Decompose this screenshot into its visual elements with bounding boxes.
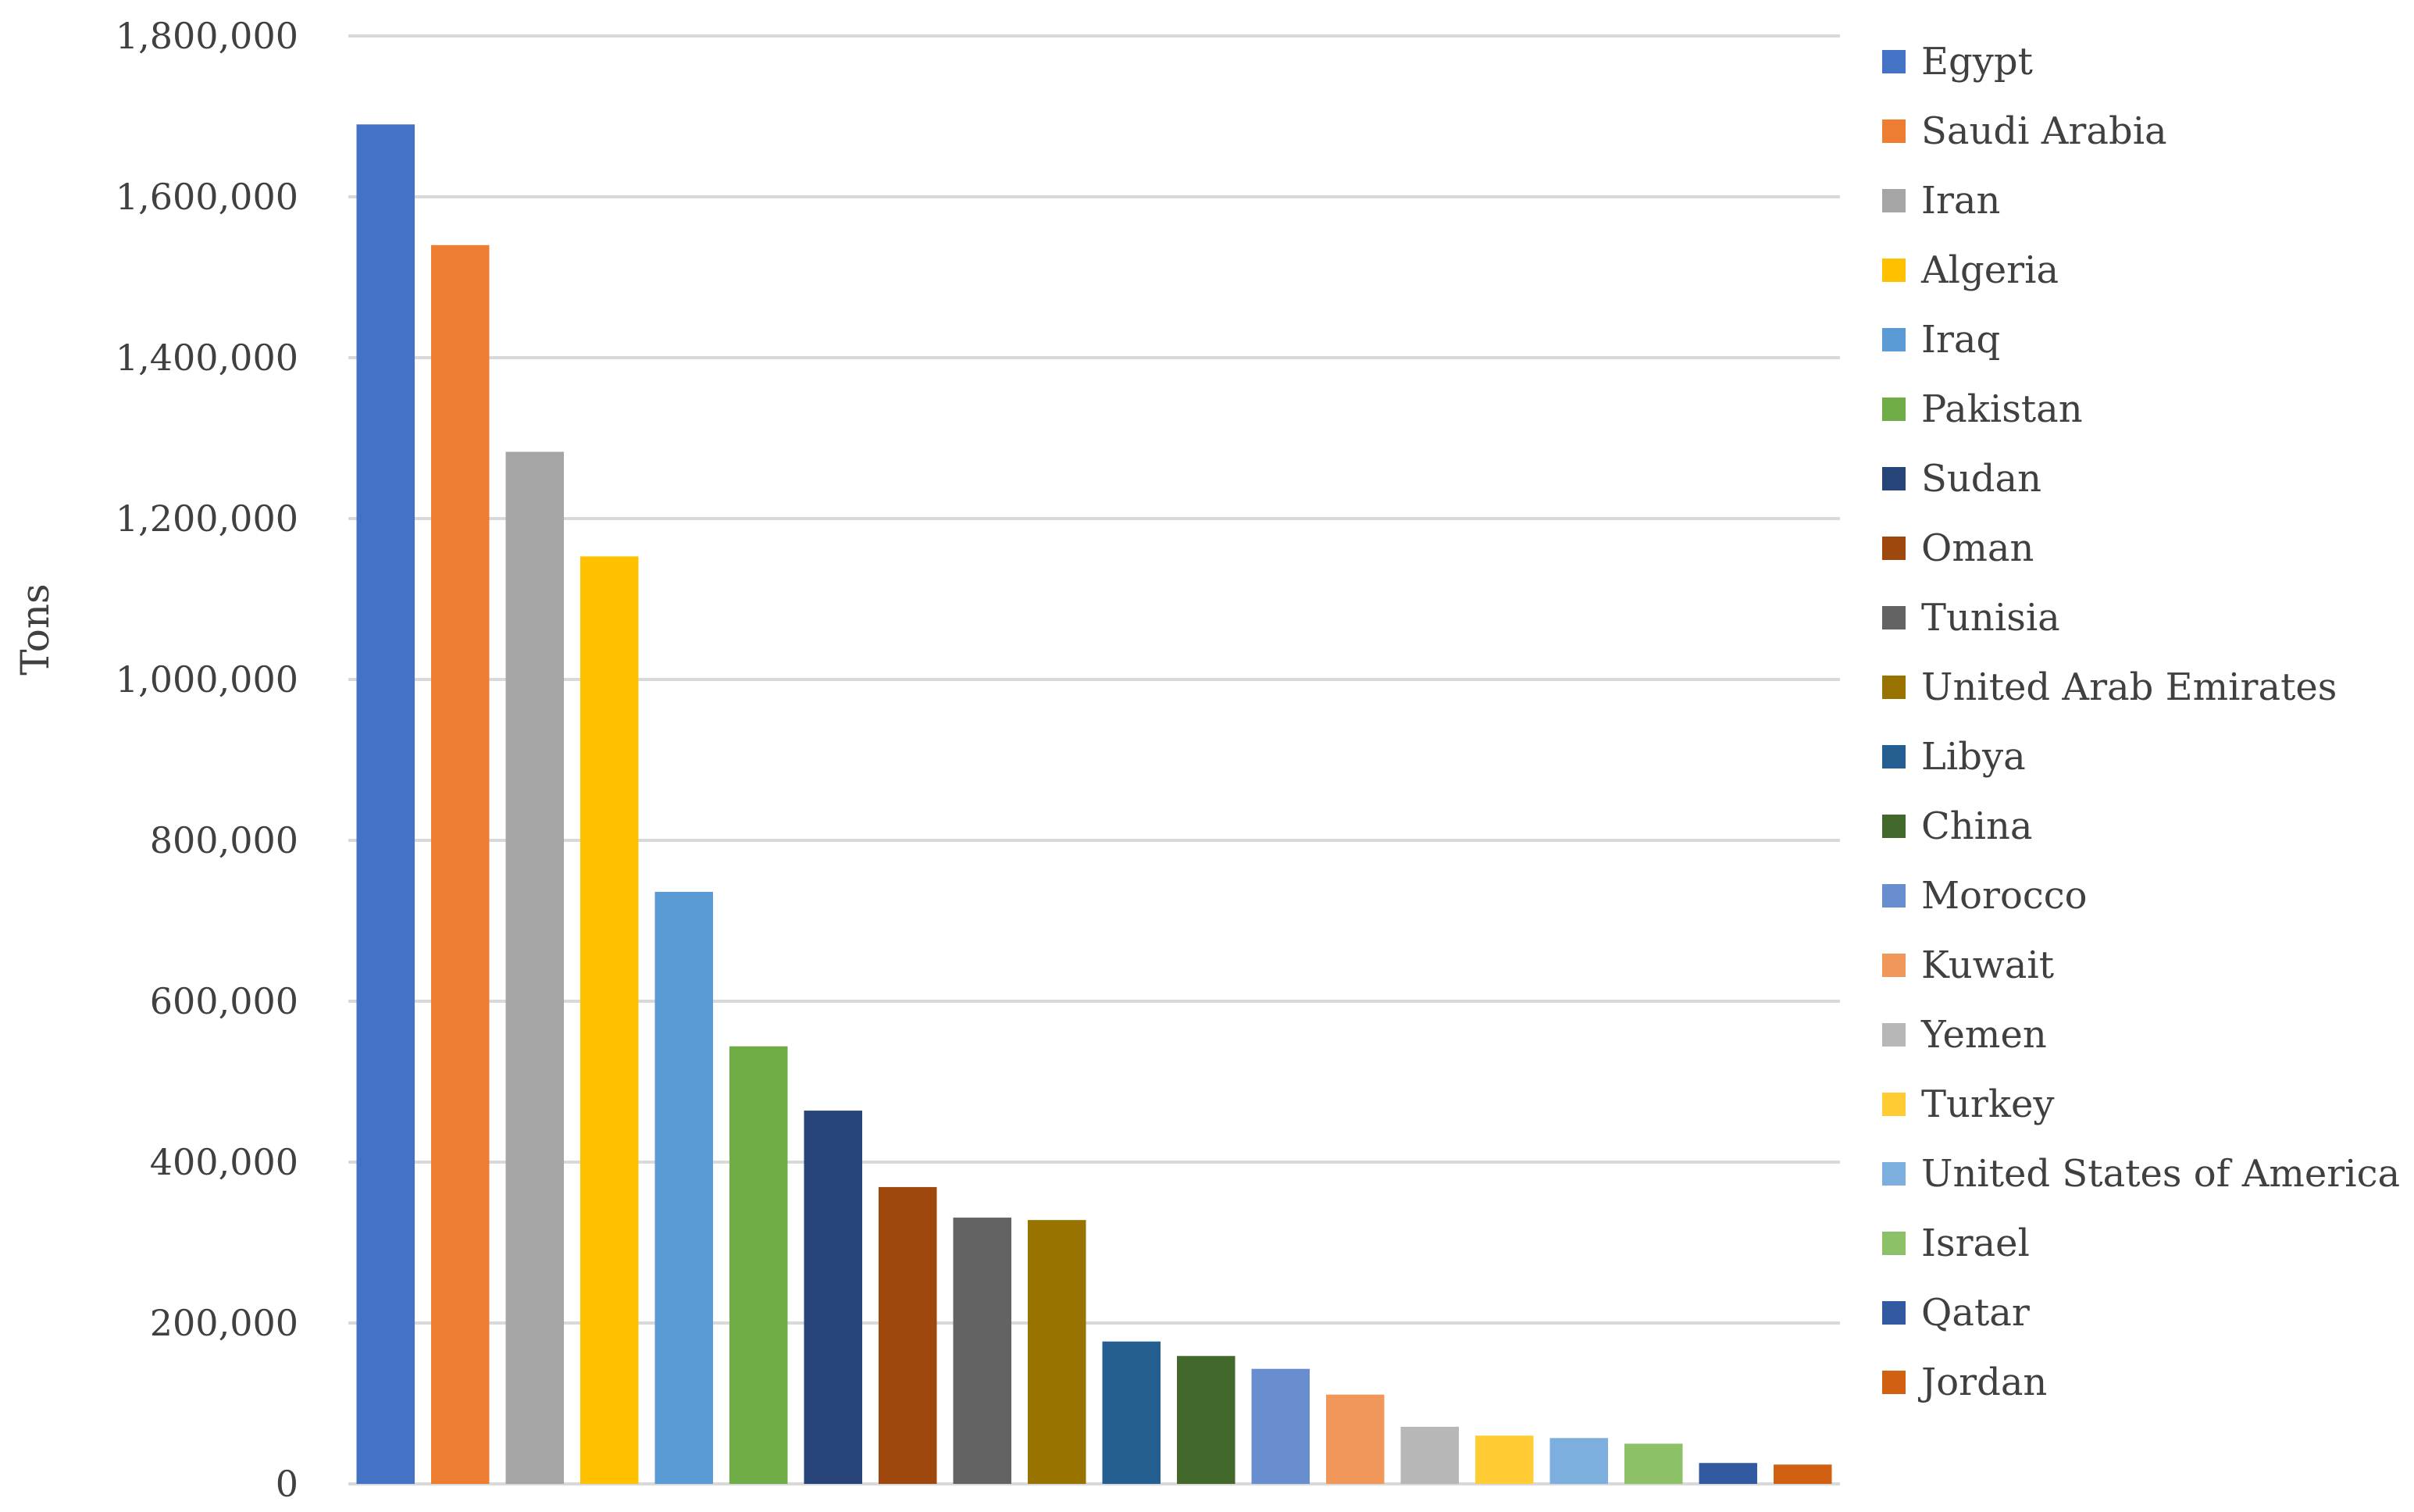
legend: Egypt Saudi Arabia Iran Algeria Iraq Pakistan… <box>1882 40 2400 1404</box>
legend-label: Kuwait <box>1921 943 2054 987</box>
legend-item: Iran <box>1882 179 2000 223</box>
bar <box>1475 1435 1534 1484</box>
legend-label: Libya <box>1921 735 2026 779</box>
legend-item: Tunisia <box>1882 596 2060 640</box>
bar <box>1699 1463 1757 1484</box>
legend-swatch <box>1882 1301 1906 1325</box>
legend-swatch <box>1882 815 1906 838</box>
legend-item: Turkey <box>1882 1082 2054 1126</box>
y-tick-label: 1,800,000 <box>116 15 298 57</box>
bar <box>1251 1368 1310 1484</box>
legend-label: Qatar <box>1921 1291 2030 1335</box>
bars <box>356 124 1832 1485</box>
legend-swatch <box>1882 537 1906 560</box>
bar <box>1549 1438 1608 1484</box>
legend-item: Morocco <box>1882 874 2088 918</box>
legend-swatch <box>1882 745 1906 768</box>
y-tick-label: 600,000 <box>150 980 298 1022</box>
legend-label: Yemen <box>1920 1013 2047 1057</box>
legend-item: Qatar <box>1882 1291 2030 1335</box>
legend-swatch <box>1882 328 1906 351</box>
y-tick-label: 0 <box>276 1463 298 1505</box>
y-tick-label: 200,000 <box>150 1302 298 1344</box>
legend-item: Egypt <box>1882 40 2033 84</box>
legend-item: Oman <box>1882 526 2034 570</box>
legend-swatch <box>1882 1023 1906 1047</box>
legend-item: China <box>1882 804 2033 848</box>
legend-label: Tunisia <box>1921 596 2060 640</box>
y-tick-label: 1,200,000 <box>116 497 298 540</box>
bar <box>1177 1356 1236 1484</box>
bar <box>431 244 490 1484</box>
legend-item: Sudan <box>1882 457 2041 501</box>
legend-label: Iran <box>1921 179 2000 223</box>
legend-swatch <box>1882 954 1906 977</box>
legend-label: United Arab Emirates <box>1921 665 2337 709</box>
legend-label: Israel <box>1921 1221 2030 1265</box>
legend-label: Saudi Arabia <box>1921 109 2167 153</box>
legend-item: Jordan <box>1882 1360 2047 1404</box>
bar <box>654 891 713 1484</box>
bar <box>953 1218 1011 1484</box>
legend-item: Libya <box>1882 735 2026 779</box>
bar <box>1400 1426 1459 1484</box>
y-tick-label: 400,000 <box>150 1141 298 1183</box>
legend-label: Sudan <box>1921 457 2041 501</box>
legend-item: Iraq <box>1882 318 2000 362</box>
legend-swatch <box>1882 119 1906 143</box>
legend-item: Saudi Arabia <box>1882 109 2167 153</box>
legend-label: Egypt <box>1921 40 2033 84</box>
bar <box>729 1046 788 1484</box>
legend-swatch <box>1882 676 1906 699</box>
legend-swatch <box>1882 259 1906 282</box>
gridlines <box>348 34 1840 1485</box>
bar <box>879 1186 937 1484</box>
legend-swatch <box>1882 50 1906 73</box>
legend-label: China <box>1921 804 2033 848</box>
y-tick-label: 1,400,000 <box>116 337 298 379</box>
legend-item: Kuwait <box>1882 943 2054 987</box>
y-tick-label: 1,600,000 <box>116 176 298 218</box>
legend-swatch <box>1882 884 1906 908</box>
legend-label: Turkey <box>1921 1082 2054 1126</box>
legend-label: Algeria <box>1920 248 2059 292</box>
legend-label: Oman <box>1921 526 2034 570</box>
bar <box>1624 1443 1683 1484</box>
legend-swatch <box>1882 1232 1906 1255</box>
y-axis-ticks: 0 200,000 400,000 600,000 800,000 1,000,000 1,… <box>116 15 298 1505</box>
bar <box>1102 1341 1161 1484</box>
legend-item: Yemen <box>1882 1013 2047 1057</box>
bar <box>804 1111 862 1484</box>
legend-swatch <box>1882 189 1906 212</box>
legend-item: Algeria <box>1882 248 2059 292</box>
y-tick-label: 1,000,000 <box>116 658 298 701</box>
legend-item: United States of America <box>1882 1152 2400 1196</box>
legend-item: United Arab Emirates <box>1882 665 2337 709</box>
legend-label: Iraq <box>1921 318 2000 362</box>
bar <box>1028 1220 1086 1484</box>
legend-swatch <box>1882 398 1906 421</box>
bar <box>356 124 415 1484</box>
bar <box>505 451 564 1484</box>
legend-label: United States of America <box>1921 1152 2400 1196</box>
bar <box>580 556 639 1485</box>
legend-swatch <box>1882 1093 1906 1116</box>
legend-swatch <box>1882 606 1906 629</box>
y-axis-label: Tons <box>12 583 58 675</box>
bar <box>1774 1464 1832 1484</box>
legend-swatch <box>1882 1371 1906 1394</box>
legend-swatch <box>1882 1162 1906 1186</box>
legend-item: Israel <box>1882 1221 2030 1265</box>
legend-swatch <box>1882 467 1906 490</box>
legend-label: Pakistan <box>1921 387 2083 431</box>
bar <box>1326 1394 1385 1484</box>
y-tick-label: 800,000 <box>150 819 298 861</box>
legend-label: Morocco <box>1921 874 2088 918</box>
legend-label: Jordan <box>1917 1360 2047 1404</box>
legend-item: Pakistan <box>1882 387 2083 431</box>
